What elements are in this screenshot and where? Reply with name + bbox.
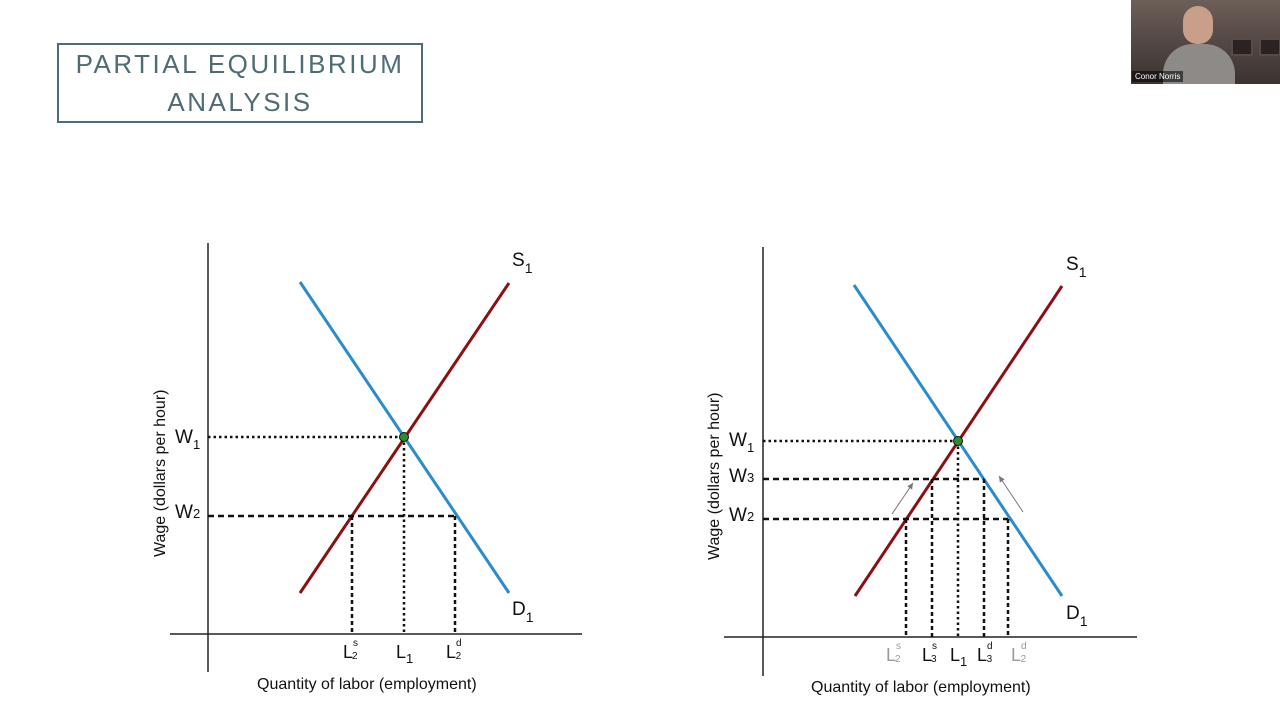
right-demand-label: D1 [1066, 603, 1088, 629]
right-w2-label: W2 [729, 505, 754, 526]
left-ls2-label: Ls 2 [343, 638, 358, 662]
wall-picture-icon [1231, 38, 1253, 56]
left-supply-label: S1 [512, 250, 533, 276]
left-diagram: S1 D1 W1 W2 Ls 2 L1 Ld 2 Wage (dollars per… [152, 243, 582, 693]
slide-title-box: PARTIAL EQUILIBRIUM ANALYSIS [57, 43, 423, 123]
right-ls3-label: Ls 3 [922, 641, 937, 665]
right-equilibrium-point [953, 436, 963, 446]
right-ld3-label: Ld 3 [977, 641, 993, 665]
slide-title-line-2: ANALYSIS [167, 87, 313, 117]
left-l1-label: L1 [396, 642, 413, 666]
participant-name-tag: Conor Norris [1132, 71, 1184, 82]
right-diagram: S1 D1 W1 W3 W2 Ls 2 Ls 3 L1 Ld 3 Ld 2 Wage (… [706, 247, 1137, 696]
participant-video-tile[interactable]: Conor Norris [1131, 0, 1280, 84]
right-w3-label: W3 [729, 466, 754, 487]
right-l1-label: L1 [950, 645, 967, 669]
right-x-axis-label: Quantity of labor (employment) [811, 679, 1031, 696]
left-w2-label: W2 [175, 502, 200, 523]
left-ld2-label: Ld 2 [446, 638, 462, 662]
right-w1-label: W1 [729, 430, 754, 455]
participant-head [1183, 6, 1213, 44]
supply-shift-arrow-icon [891, 482, 914, 515]
right-ls2-label: Ls 2 [886, 641, 901, 665]
left-w1-label: W1 [175, 427, 200, 452]
left-demand-label: D1 [512, 599, 534, 625]
left-y-axis-label: Wage (dollars per hour) [152, 390, 169, 557]
right-y-axis-label: Wage (dollars per hour) [706, 393, 723, 560]
slide-title-line-1: PARTIAL EQUILIBRIUM [75, 49, 405, 79]
demand-shift-arrow-icon [998, 475, 1024, 513]
left-x-axis-label: Quantity of labor (employment) [257, 676, 477, 693]
right-ld2-label: Ld 2 [1011, 641, 1027, 665]
left-equilibrium-point [399, 432, 409, 442]
right-supply-label: S1 [1066, 254, 1087, 280]
